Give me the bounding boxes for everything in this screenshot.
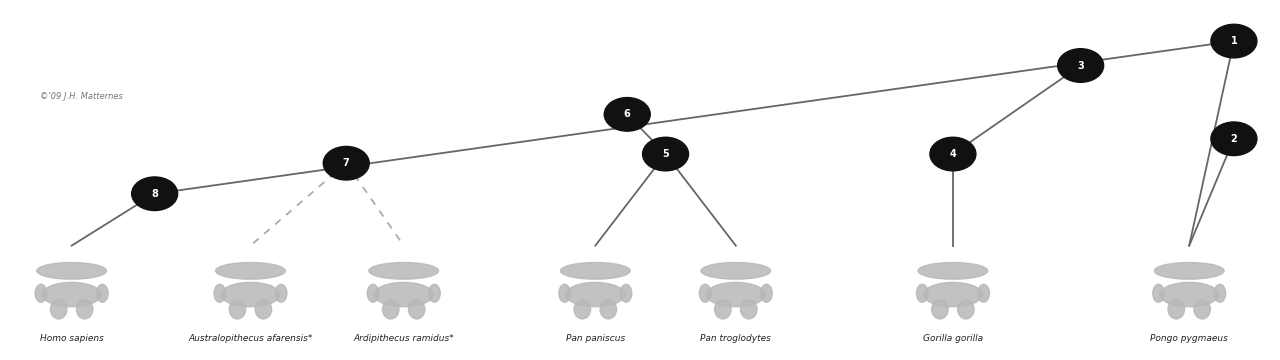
Text: 1: 1 xyxy=(1230,36,1238,46)
Ellipse shape xyxy=(566,282,625,307)
Ellipse shape xyxy=(1211,24,1257,58)
Ellipse shape xyxy=(429,284,440,302)
Circle shape xyxy=(369,262,439,279)
Ellipse shape xyxy=(214,284,225,302)
Text: 7: 7 xyxy=(343,158,349,168)
Text: 4: 4 xyxy=(950,149,956,159)
Ellipse shape xyxy=(221,282,280,307)
Ellipse shape xyxy=(77,300,93,319)
Ellipse shape xyxy=(714,300,731,319)
Ellipse shape xyxy=(600,300,617,319)
Ellipse shape xyxy=(35,284,47,302)
Ellipse shape xyxy=(374,282,433,307)
Text: 5: 5 xyxy=(662,149,669,159)
Text: Homo sapiens: Homo sapiens xyxy=(40,334,104,343)
Circle shape xyxy=(561,262,630,279)
Ellipse shape xyxy=(42,282,101,307)
Ellipse shape xyxy=(383,300,399,319)
Text: 2: 2 xyxy=(1230,134,1238,144)
Ellipse shape xyxy=(1057,49,1103,82)
Ellipse shape xyxy=(741,300,756,319)
Circle shape xyxy=(37,262,106,279)
Text: 3: 3 xyxy=(1078,60,1084,71)
Ellipse shape xyxy=(229,300,246,319)
Text: Pan paniscus: Pan paniscus xyxy=(566,334,625,343)
Ellipse shape xyxy=(132,177,178,211)
Ellipse shape xyxy=(367,284,379,302)
Ellipse shape xyxy=(573,300,590,319)
Ellipse shape xyxy=(916,284,928,302)
Ellipse shape xyxy=(1167,300,1184,319)
Circle shape xyxy=(918,262,988,279)
Ellipse shape xyxy=(1194,300,1211,319)
Text: Pan troglodytes: Pan troglodytes xyxy=(700,334,772,343)
Ellipse shape xyxy=(604,98,650,131)
Circle shape xyxy=(701,262,771,279)
Text: 6: 6 xyxy=(623,109,631,120)
Text: ©'09 J.H. Matternes: ©'09 J.H. Matternes xyxy=(40,91,123,100)
Text: 8: 8 xyxy=(151,189,159,199)
Ellipse shape xyxy=(1215,284,1226,302)
Ellipse shape xyxy=(1211,122,1257,156)
Ellipse shape xyxy=(957,300,974,319)
Ellipse shape xyxy=(932,300,948,319)
Text: Gorilla gorilla: Gorilla gorilla xyxy=(923,334,983,343)
Text: Pongo pygmaeus: Pongo pygmaeus xyxy=(1151,334,1228,343)
Ellipse shape xyxy=(408,300,425,319)
Ellipse shape xyxy=(621,284,632,302)
Ellipse shape xyxy=(255,300,271,319)
Ellipse shape xyxy=(643,137,689,171)
Ellipse shape xyxy=(978,284,989,302)
Circle shape xyxy=(1155,262,1224,279)
Ellipse shape xyxy=(1153,284,1165,302)
Ellipse shape xyxy=(559,284,571,302)
Ellipse shape xyxy=(707,282,765,307)
Text: Ardipithecus ramidus*: Ardipithecus ramidus* xyxy=(353,334,454,343)
Ellipse shape xyxy=(324,147,369,180)
Text: Australopithecus afarensis*: Australopithecus afarensis* xyxy=(188,334,312,343)
Ellipse shape xyxy=(699,284,710,302)
Ellipse shape xyxy=(1160,282,1219,307)
Ellipse shape xyxy=(923,282,983,307)
Circle shape xyxy=(215,262,285,279)
Ellipse shape xyxy=(96,284,108,302)
Ellipse shape xyxy=(275,284,287,302)
Ellipse shape xyxy=(931,137,975,171)
Ellipse shape xyxy=(50,300,67,319)
Ellipse shape xyxy=(760,284,772,302)
